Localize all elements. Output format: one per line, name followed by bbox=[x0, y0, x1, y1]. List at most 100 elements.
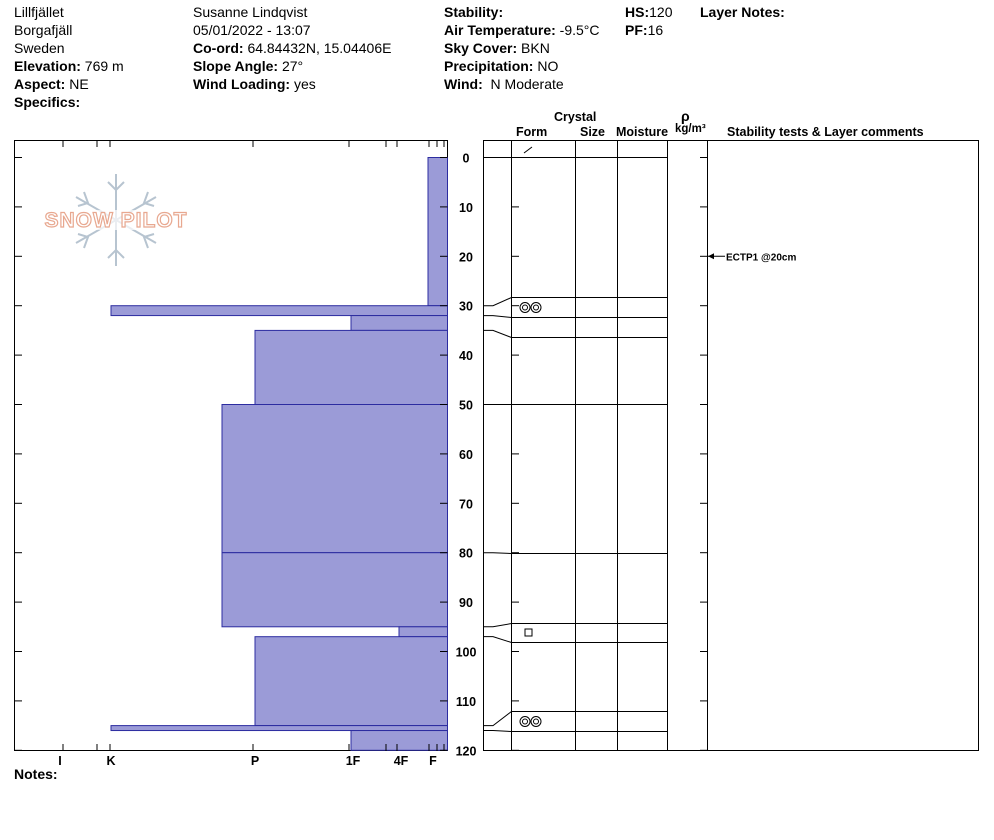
precip-value: NO bbox=[537, 58, 559, 74]
specifics-label: Specifics: bbox=[14, 94, 81, 110]
aspect-value: NE bbox=[69, 76, 89, 92]
observer: Susanne Lindqvist bbox=[193, 4, 308, 20]
melt-freeze-icon bbox=[530, 716, 542, 727]
depth-tick-label: 20 bbox=[459, 250, 473, 264]
hardness-bar bbox=[110, 305, 448, 317]
coord-label: Co-ord: bbox=[193, 40, 244, 56]
slope-label: Slope Angle: bbox=[193, 58, 279, 74]
wind-loading-value: yes bbox=[293, 76, 316, 92]
hardness-bar bbox=[221, 404, 448, 554]
depth-tick-label: 100 bbox=[456, 646, 477, 660]
hardness-tick-label: 1F bbox=[346, 754, 361, 768]
hardness-bar bbox=[254, 636, 448, 727]
layer-connector-line bbox=[483, 623, 512, 628]
hardness-bar bbox=[110, 725, 448, 732]
melt-freeze-icon bbox=[530, 302, 542, 313]
layer-connector-line bbox=[483, 315, 512, 318]
region: Borgafjäll bbox=[14, 22, 73, 38]
coord-value: 64.84432N, 15.04406E bbox=[247, 40, 392, 56]
precip-label: Precipitation: bbox=[444, 58, 534, 74]
precipitation: Precipitation: NO bbox=[444, 58, 558, 74]
depth-tick-label: 120 bbox=[456, 744, 477, 758]
country: Sweden bbox=[14, 40, 65, 56]
elevation-value: 769 m bbox=[84, 58, 124, 74]
hardness-bar bbox=[398, 626, 448, 638]
depth-tick-label: 30 bbox=[459, 300, 473, 314]
pf-label: PF: bbox=[625, 22, 648, 38]
hardness-bar bbox=[254, 329, 448, 405]
melt-freeze-icon bbox=[519, 716, 531, 727]
comments-header: Stability tests & Layer comments bbox=[727, 125, 924, 139]
depth-tick-label: 110 bbox=[456, 695, 476, 709]
air-temperature: Air Temperature: -9.5°C bbox=[444, 22, 600, 38]
air-temp-value: -9.5°C bbox=[559, 22, 600, 38]
form-header: Form bbox=[516, 125, 548, 139]
pf-value: 16 bbox=[647, 22, 664, 38]
sky-cover: Sky Cover: BKN bbox=[444, 40, 550, 56]
hs: HS:120 bbox=[625, 4, 672, 20]
melt-freeze-icon bbox=[519, 302, 531, 313]
wind: Wind: N Moderate bbox=[444, 76, 564, 92]
wind-label: Wind: bbox=[444, 76, 483, 92]
wind-loading-label: Wind Loading: bbox=[193, 76, 291, 92]
sky-value: BKN bbox=[521, 40, 550, 56]
size-header: Size bbox=[580, 125, 606, 139]
depth-tick-label: 70 bbox=[459, 497, 473, 511]
hardness-tick-label: P bbox=[251, 754, 259, 768]
moisture-header: Moisture bbox=[616, 125, 669, 139]
layer-notes-label: Layer Notes: bbox=[700, 4, 785, 20]
hardness-tick-label: I bbox=[58, 754, 61, 768]
hardness-bar bbox=[221, 552, 448, 628]
depth-tick-label: 90 bbox=[459, 596, 473, 610]
location: Lillfjället bbox=[14, 4, 64, 20]
coordinates: Co-ord: 64.84432N, 15.04406E bbox=[193, 40, 391, 56]
rho-header: ρ bbox=[681, 108, 690, 124]
hardness-tick-label: K bbox=[106, 754, 115, 768]
hardness-bar bbox=[350, 315, 448, 331]
notes-label: Notes: bbox=[14, 766, 58, 782]
precipitation-particle-icon bbox=[523, 146, 533, 154]
slope-angle: Slope Angle: 27° bbox=[193, 58, 303, 74]
slope-value: 27° bbox=[281, 58, 304, 74]
depth-tick-label: 0 bbox=[463, 152, 470, 166]
snowflake-icon: SNOW PILOT bbox=[38, 174, 194, 266]
air-temp-label: Air Temperature: bbox=[444, 22, 556, 38]
wind-loading: Wind Loading: yes bbox=[193, 76, 316, 92]
stability-test-label: ECTP1 @20cm bbox=[726, 252, 796, 263]
sky-label: Sky Cover: bbox=[444, 40, 518, 56]
layer-connector-line bbox=[483, 711, 512, 727]
logo-text: SNOW PILOT bbox=[45, 209, 188, 232]
depth-tick-label: 50 bbox=[459, 399, 473, 413]
depth-tick-label: 10 bbox=[459, 201, 473, 215]
hs-value: 120 bbox=[649, 4, 673, 20]
wind-value: N Moderate bbox=[490, 76, 564, 92]
aspect-label: Aspect: bbox=[14, 76, 66, 92]
elevation: Elevation: 769 m bbox=[14, 58, 124, 74]
elevation-label: Elevation: bbox=[14, 58, 81, 74]
hs-label: HS: bbox=[625, 4, 650, 20]
hardness-bar bbox=[350, 730, 448, 751]
stability-test-arrowhead bbox=[708, 253, 714, 260]
crystal-header: Crystal bbox=[554, 110, 597, 124]
hardness-tick-label: 4F bbox=[394, 754, 409, 768]
layer-connector-line bbox=[483, 636, 512, 643]
depth-tick-label: 80 bbox=[459, 547, 473, 561]
faceted-crystal-icon bbox=[524, 628, 533, 637]
snowpilot-logo: SNOW PILOT bbox=[36, 170, 196, 270]
hardness-tick-label: F bbox=[429, 754, 437, 768]
depth-tick-label: 40 bbox=[459, 349, 473, 363]
datetime: 05/01/2022 - 13:07 bbox=[193, 22, 311, 38]
pf: PF:16 bbox=[625, 22, 663, 38]
melt-freeze-icon-inner bbox=[522, 304, 528, 311]
layer-connector-line bbox=[483, 552, 512, 554]
melt-freeze-icon-inner bbox=[533, 304, 539, 311]
layer-connector-line bbox=[483, 730, 512, 732]
layer-connector-line bbox=[483, 329, 512, 338]
hardness-bar bbox=[427, 157, 448, 307]
melt-freeze-icon-inner bbox=[533, 718, 539, 725]
aspect: Aspect: NE bbox=[14, 76, 89, 92]
density-unit-header: kg/m³ bbox=[675, 123, 706, 135]
melt-freeze-icon-inner bbox=[522, 718, 528, 725]
layer-table-frame bbox=[483, 140, 979, 751]
